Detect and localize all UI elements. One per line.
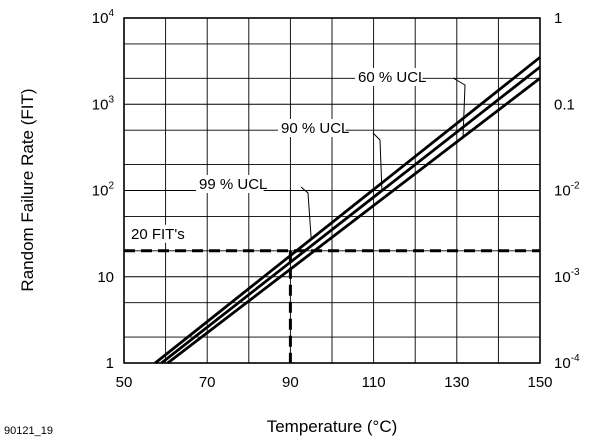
y2-tick-label: 10-3 (554, 267, 580, 286)
reference-label: 20 FIT's (131, 226, 185, 243)
annotations: 60 % UCL 90 % UCL 99 % UCL 20 FIT's (128, 68, 466, 243)
annotation-bg (355, 68, 423, 86)
grid (124, 18, 540, 363)
annotation-leader (372, 132, 383, 191)
y2-tick-label: 10-2 (554, 181, 580, 200)
x-axis-label: Temperature (°C) (267, 417, 398, 436)
reference-label-bg (128, 224, 199, 243)
annotation-leader (452, 77, 466, 138)
x-tick-label: 150 (527, 374, 552, 391)
x-tick-label: 130 (444, 374, 469, 391)
y-tick-label: 103 (92, 94, 115, 113)
y-tick-label: 102 (92, 181, 115, 200)
annotation-label: 90 % UCL (281, 120, 349, 137)
annotation-bg (196, 175, 264, 193)
x-tick-label: 50 (116, 374, 133, 391)
series-line-2 (154, 56, 541, 365)
y-tick-label: 104 (92, 8, 115, 27)
y2-tick-label: 10-4 (554, 353, 580, 372)
annotation-label: 99 % UCL (199, 176, 267, 193)
y-tick-label: 1 (106, 355, 114, 372)
series-line-0 (166, 77, 541, 365)
tick-labels: 50 70 90 110 130 15010410310210110.110-210-31… (92, 8, 580, 391)
plot-frame (123, 17, 541, 364)
y-tick-label: 10 (97, 269, 114, 286)
y-axis-label: Random Failure Rate (FIT) (18, 88, 37, 291)
annotation-bg (278, 119, 346, 137)
y2-tick-label: 0.1 (554, 96, 575, 113)
figure-id: 90121_19 (4, 425, 53, 437)
x-tick-label: 70 (199, 374, 216, 391)
y2-tick-label: 1 (554, 10, 562, 27)
series-lines (154, 56, 541, 365)
series-line-1 (160, 65, 541, 365)
x-tick-label: 90 (282, 374, 299, 391)
annotation-leader (300, 186, 312, 240)
x-tick-label: 110 (362, 374, 386, 391)
annotation-label: 60 % UCL (358, 69, 426, 86)
